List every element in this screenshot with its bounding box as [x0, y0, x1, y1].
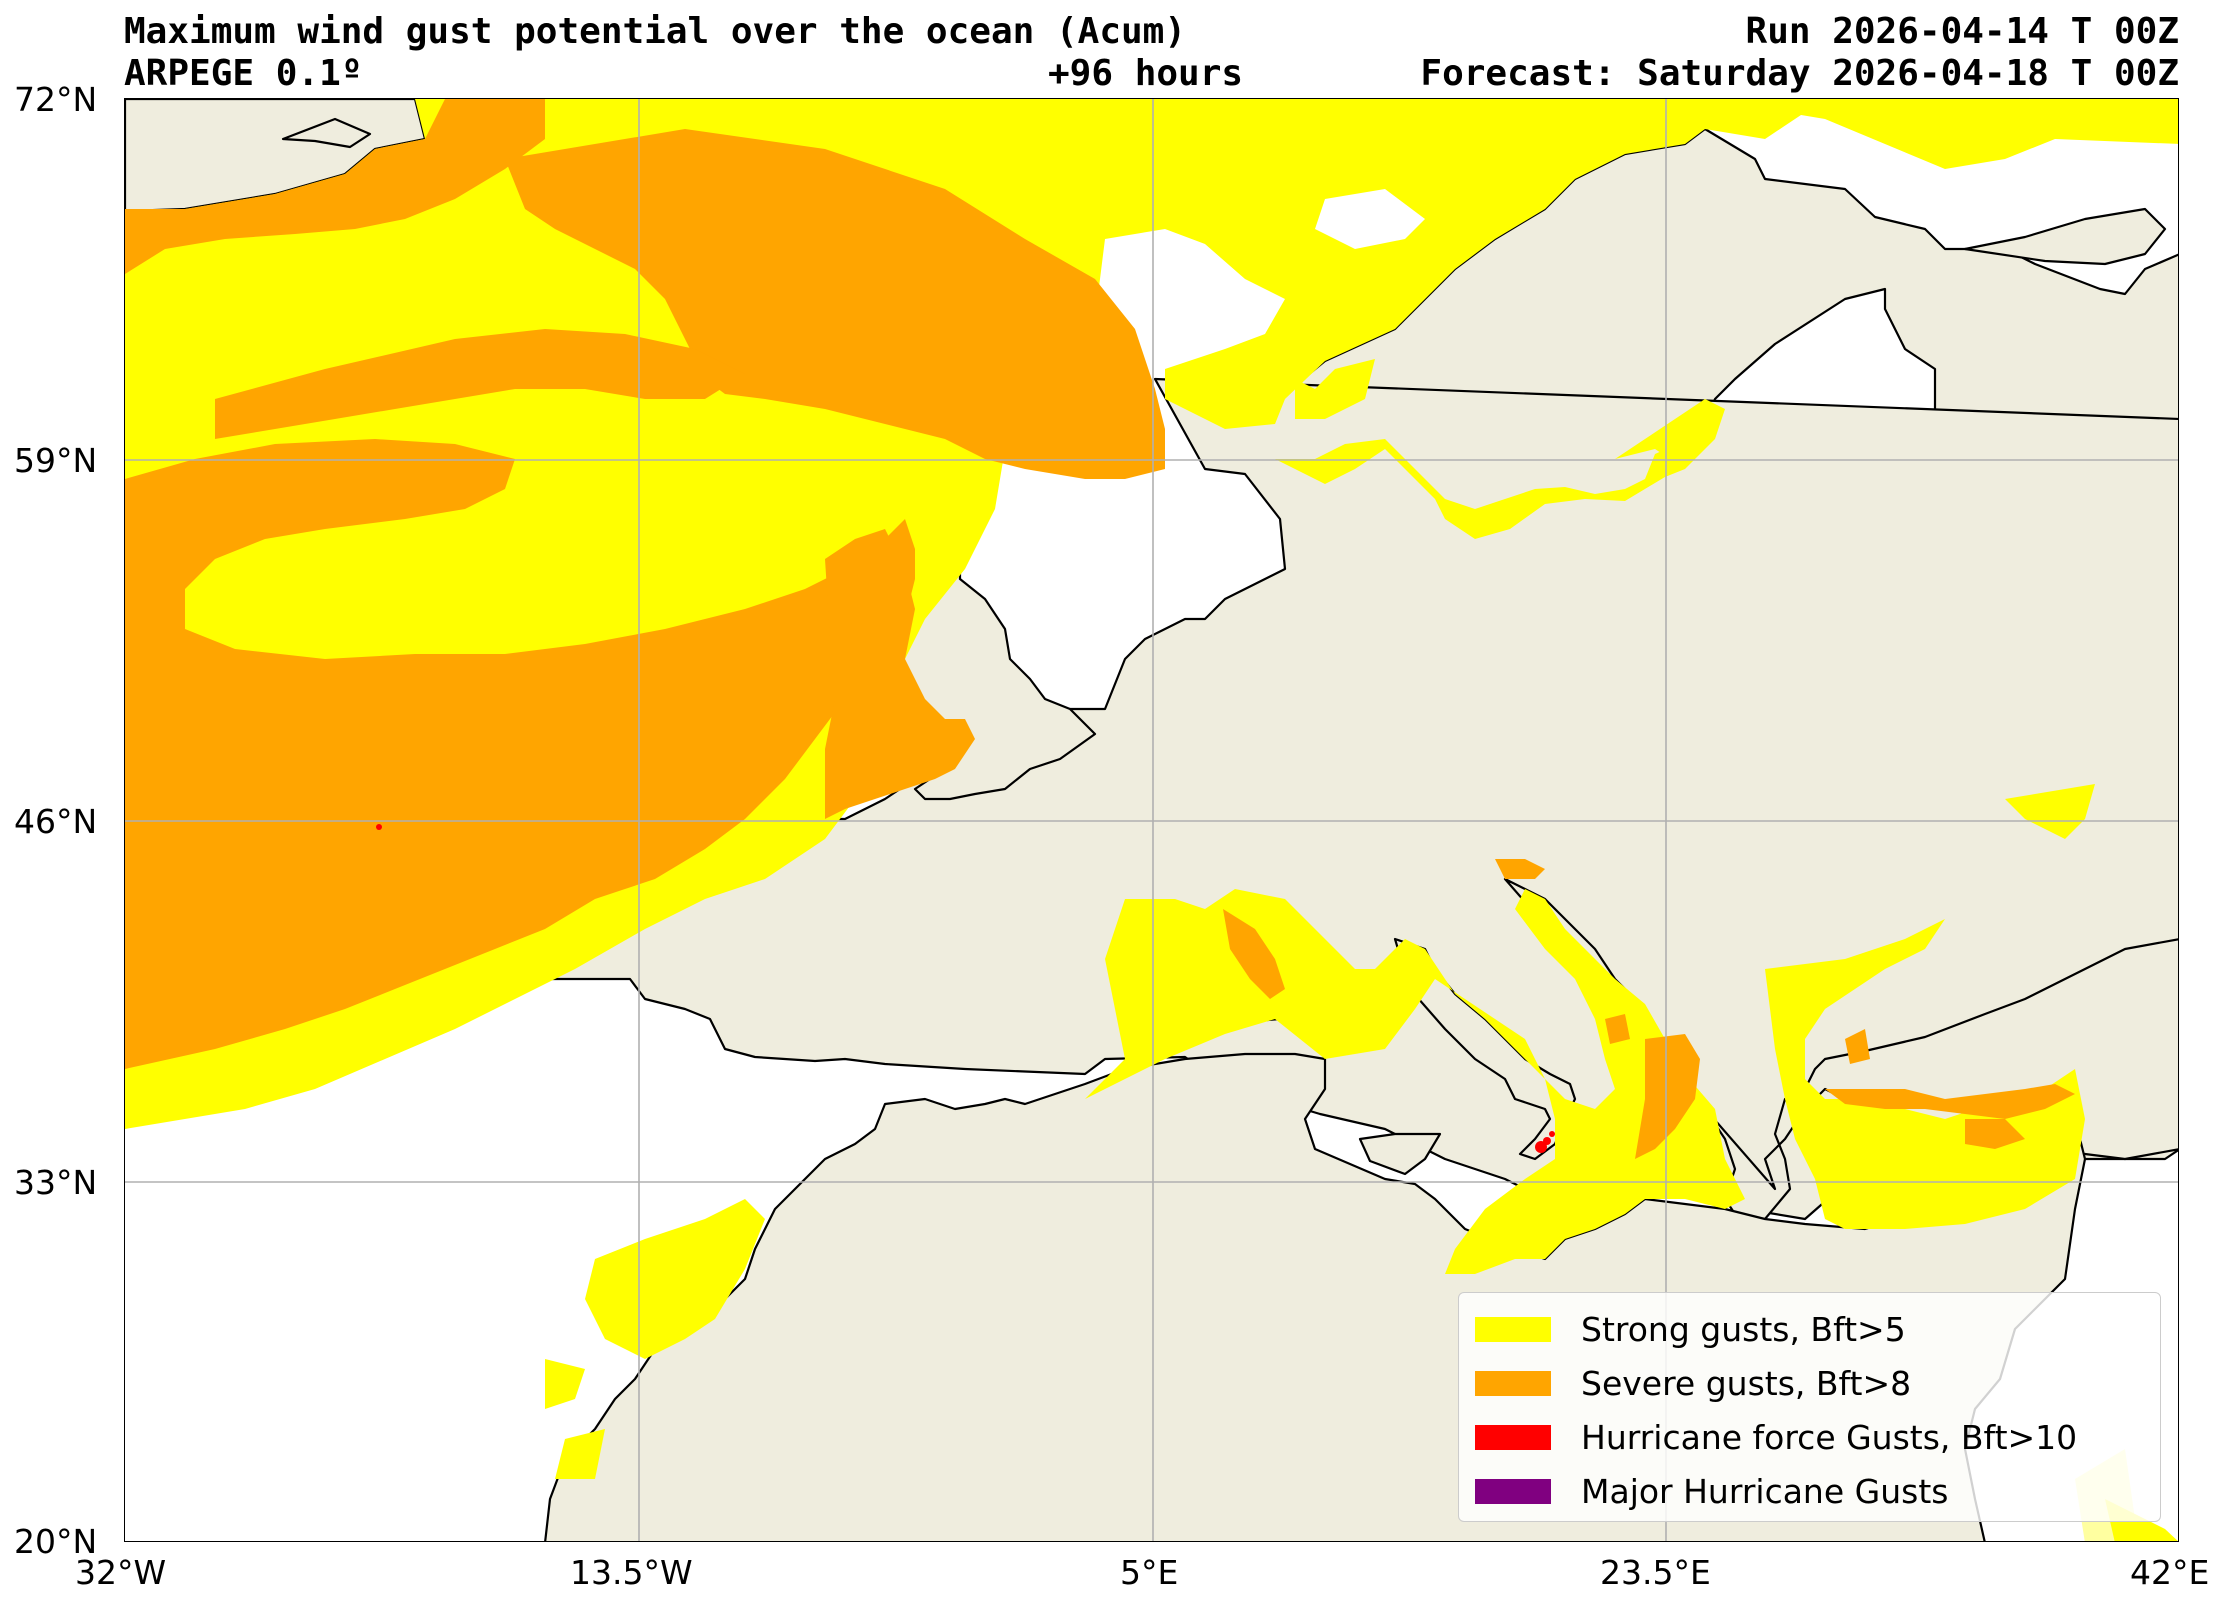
legend-item-strong: Strong gusts, Bft>5 — [1475, 1309, 1906, 1349]
map-title: Maximum wind gust potential over the oce… — [124, 11, 1187, 52]
x-tick-label: 32°W — [75, 1553, 167, 1592]
x-tick-label: 13.5°W — [570, 1553, 693, 1592]
legend-item-severe: Severe gusts, Bft>8 — [1475, 1363, 1911, 1403]
legend-label: Major Hurricane Gusts — [1581, 1471, 1949, 1511]
map-panel — [124, 98, 2179, 1542]
legend: Strong gusts, Bft>5 Severe gusts, Bft>8 … — [1458, 1292, 2161, 1522]
legend-label: Severe gusts, Bft>8 — [1581, 1363, 1912, 1403]
model-name: ARPEGE 0.1º — [124, 53, 363, 94]
forecast-time: Forecast: Saturday 2026-04-18 T 00Z — [1420, 53, 2179, 94]
legend-label: Hurricane force Gusts, Bft>10 — [1581, 1417, 2078, 1457]
x-tick-label: 42°E — [2130, 1553, 2210, 1592]
land-sicily — [1358, 1132, 1442, 1176]
land-greenland-islet — [281, 117, 372, 149]
y-tick-label: 33°N — [14, 1163, 98, 1202]
land-layer — [125, 99, 2178, 1541]
hurricane-gusts-layer — [376, 824, 1555, 1153]
legend-label: Strong gusts, Bft>5 — [1581, 1309, 1906, 1349]
lead-time: +96 hours — [1048, 53, 1244, 94]
run-time: Run 2026-04-14 T 00Z — [1745, 11, 2179, 52]
y-tick-label: 59°N — [14, 441, 98, 480]
legend-item-hurricane: Hurricane force Gusts, Bft>10 — [1475, 1417, 2077, 1457]
legend-swatch — [1475, 1316, 1551, 1342]
y-tick-label: 72°N — [14, 80, 98, 119]
legend-swatch — [1475, 1370, 1551, 1396]
legend-swatch — [1475, 1424, 1551, 1450]
x-tick-label: 5°E — [1120, 1553, 1179, 1592]
legend-item-major: Major Hurricane Gusts — [1475, 1471, 1948, 1511]
x-tick-label: 23.5°E — [1600, 1553, 1711, 1592]
y-tick-label: 20°N — [14, 1522, 98, 1561]
map-canvas — [125, 99, 2178, 1541]
severe-gusts-layer — [125, 99, 2075, 1159]
legend-swatch — [1475, 1478, 1551, 1504]
y-tick-label: 46°N — [14, 802, 98, 841]
land-kola — [1963, 207, 2167, 266]
